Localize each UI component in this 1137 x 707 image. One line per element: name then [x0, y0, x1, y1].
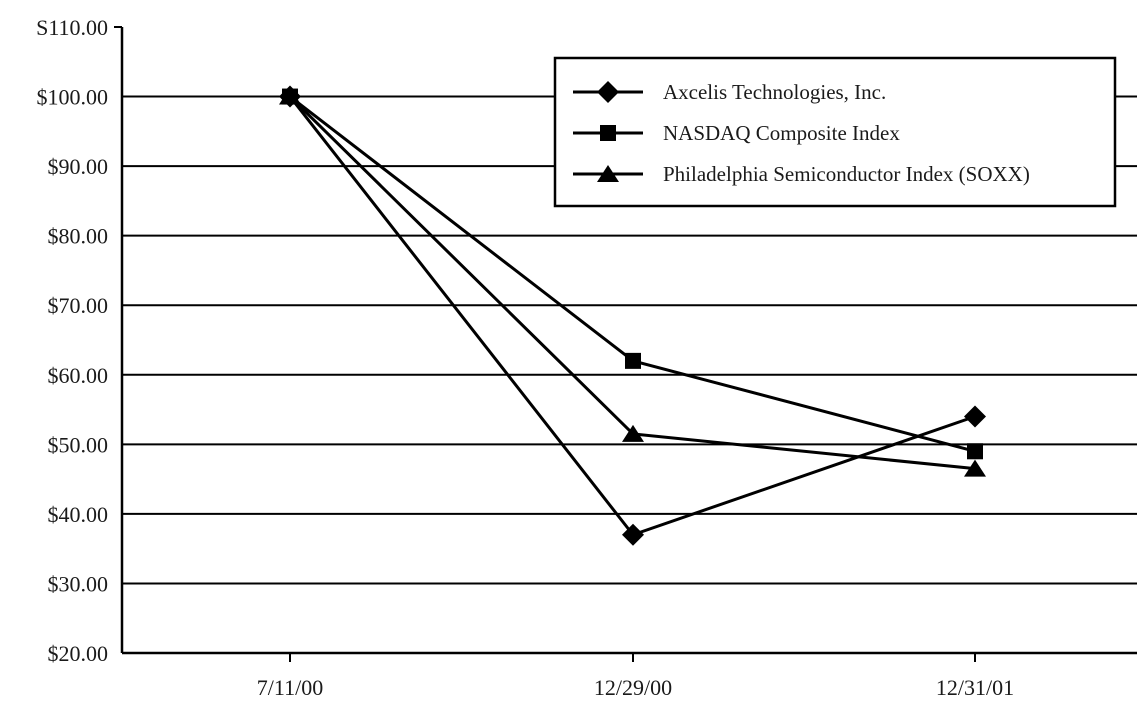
legend-marker-square: [600, 125, 616, 141]
legend-marker-triangle: [597, 165, 619, 182]
y-tick-label: $30.00: [48, 571, 109, 596]
legend-box: [553, 56, 1117, 208]
series-triangle: [279, 87, 986, 477]
series-square: [282, 88, 983, 460]
y-tick-label: $50.00: [48, 432, 109, 457]
legend-label: Axcelis Technologies, Inc.: [663, 80, 886, 104]
y-tick-label: $70.00: [48, 293, 109, 318]
y-tick-label: $90.00: [48, 154, 109, 179]
y-axis-tick-labels: $20.00 $30.00 $40.00 $50.00 $60.00 $70.00 $80.…: [36, 15, 108, 666]
x-tick-label: 7/11/00: [257, 675, 323, 700]
legend-label: NASDAQ Composite Index: [663, 121, 900, 145]
data-point-diamond: [964, 405, 986, 428]
y-tick-label: $60.00: [48, 363, 109, 388]
y-tick-label: S110.00: [36, 15, 108, 40]
legend: Axcelis Technologies, Inc. NASDAQ Composi…: [553, 56, 1117, 208]
legend-marker-diamond: [597, 81, 619, 103]
data-series: [279, 85, 986, 546]
x-tick-label: 12/29/00: [594, 675, 672, 700]
x-tick-label: 12/31/01: [936, 675, 1014, 700]
legend-label: Philadelphia Semiconductor Index (SOXX): [663, 162, 1030, 186]
y-tick-label: $40.00: [48, 502, 109, 527]
data-point-square: [967, 443, 983, 460]
data-point-triangle: [964, 459, 986, 477]
data-point-square: [625, 352, 641, 369]
axes: [114, 26, 1137, 662]
y-tick-label: $100.00: [37, 85, 109, 110]
data-point-triangle: [279, 87, 301, 105]
gridlines: [122, 95, 1137, 585]
y-tick-label: $80.00: [48, 224, 109, 249]
y-tick-label: $20.00: [48, 641, 109, 666]
data-point-triangle: [622, 424, 644, 442]
data-point-diamond: [622, 523, 644, 546]
x-axis-tick-labels: 7/11/00 12/29/00 12/31/01: [257, 675, 1014, 700]
